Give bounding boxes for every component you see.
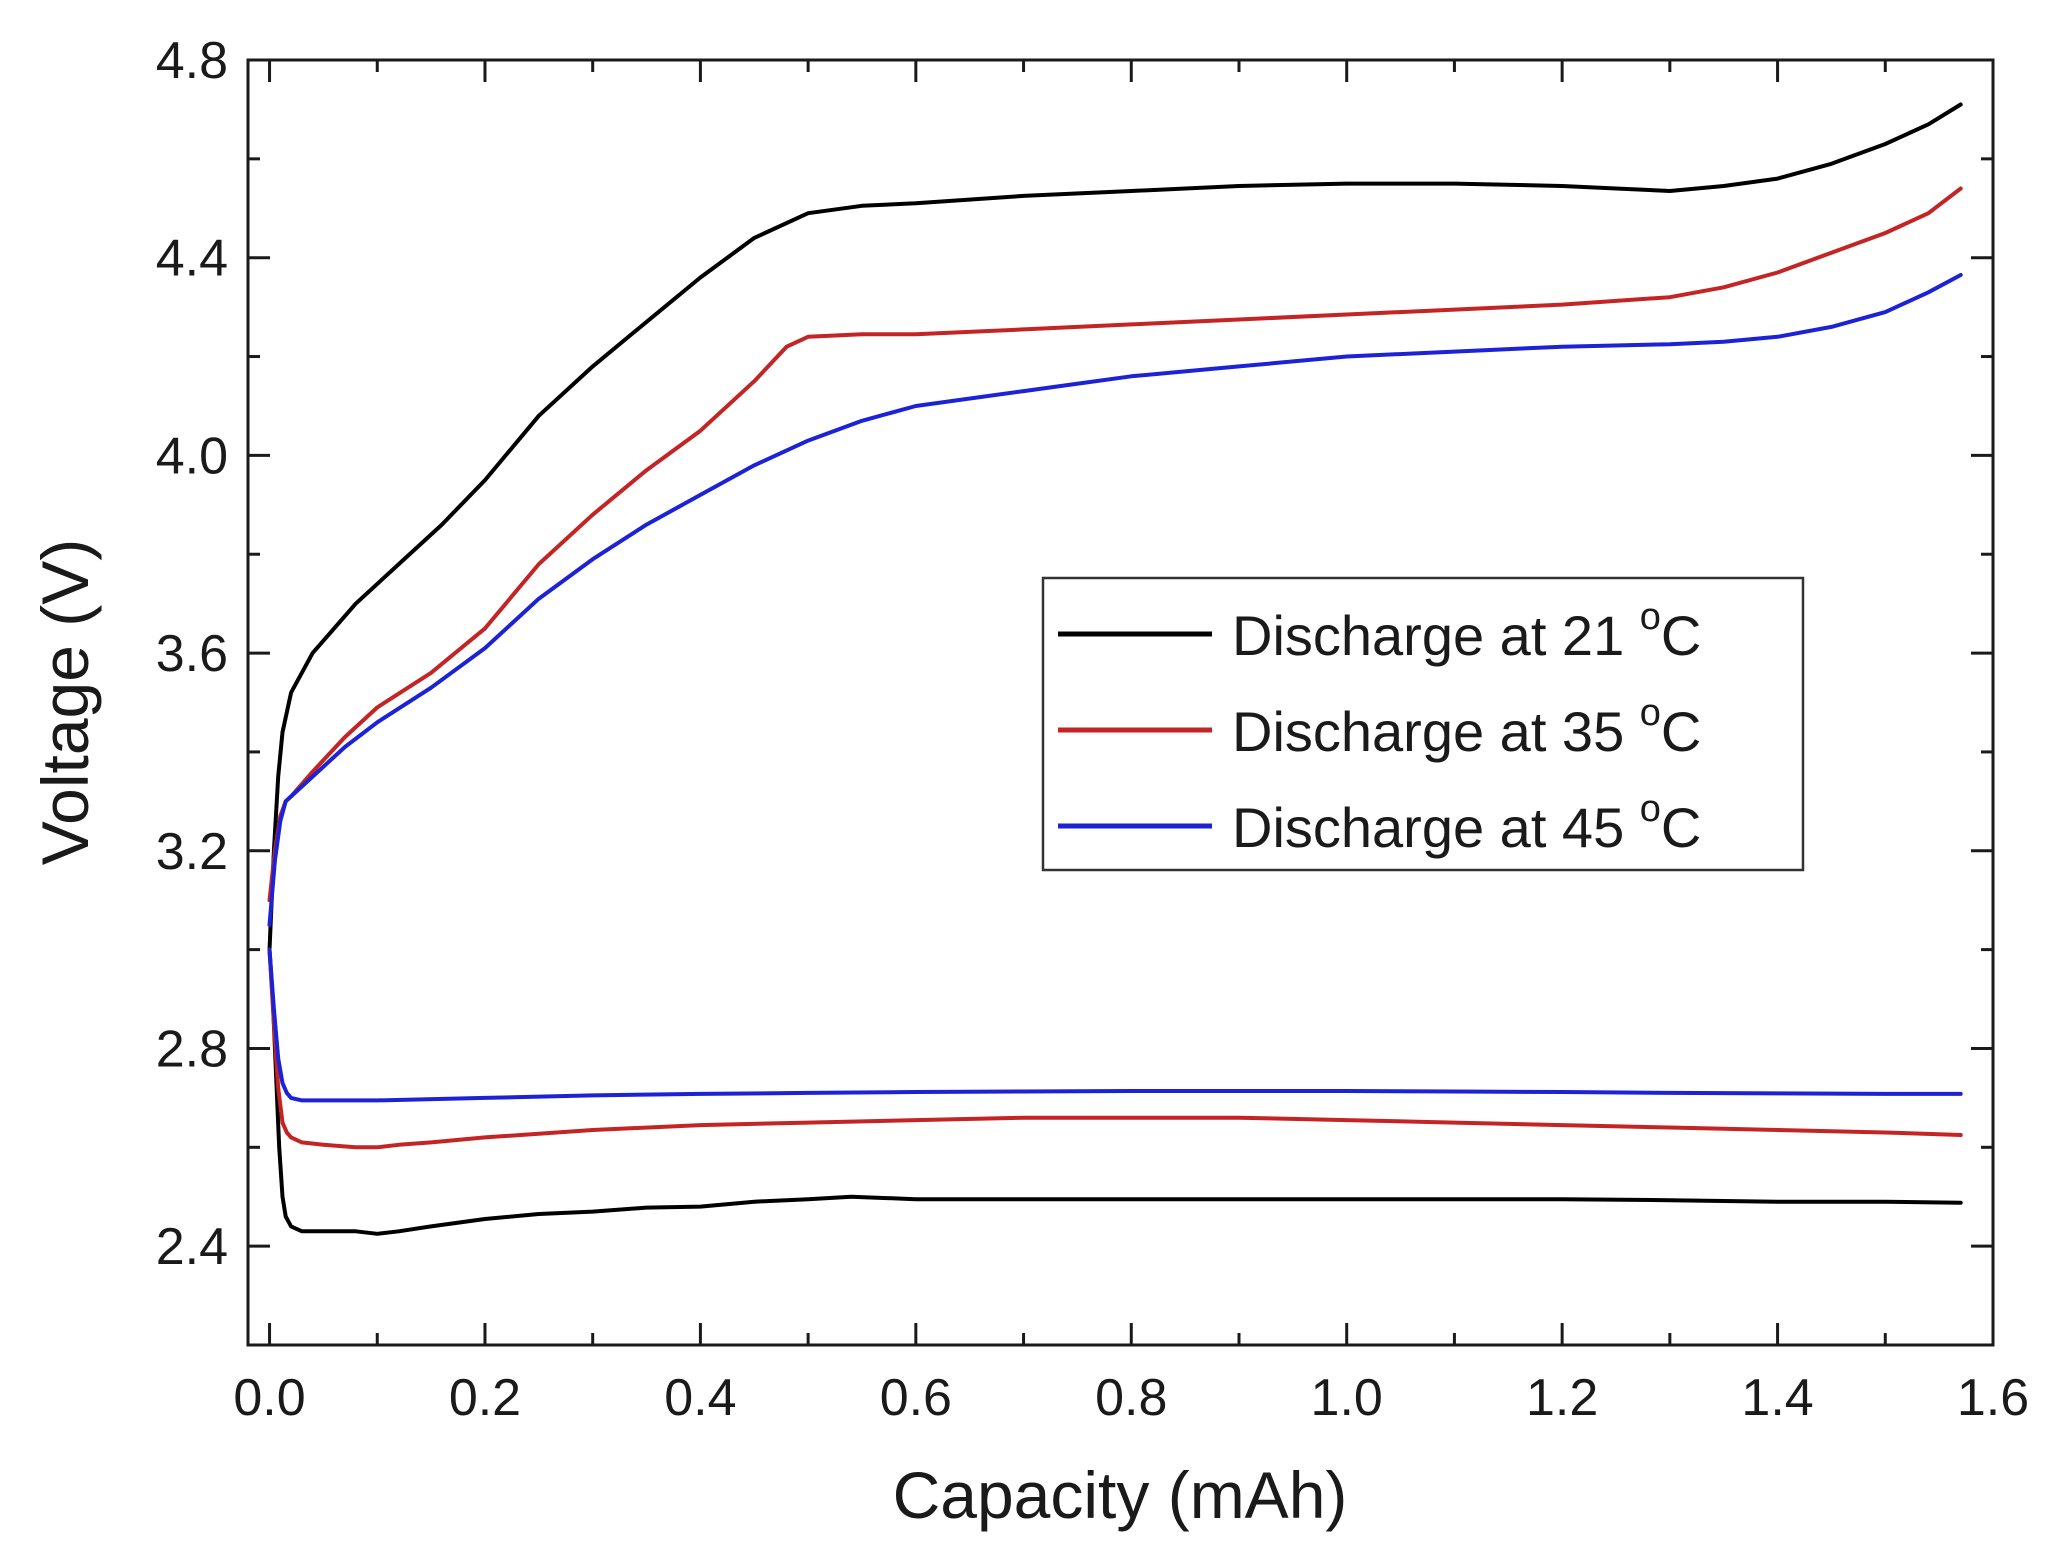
legend-box [1041,576,1805,872]
y-axis-title: Voltage (V) [28,539,102,866]
y-tick-label: 3.6 [156,625,228,683]
plot-frame [246,58,1995,1347]
y-tick-label: 4.8 [156,32,228,90]
x-tick-label: 0.4 [664,1369,736,1427]
x-tick-label: 0.8 [1095,1369,1167,1427]
legend-label-3: Discharge at 45 oC [1232,788,1701,859]
y-tick-label: 2.4 [156,1218,228,1276]
series-2-charge-line [267,186,1963,903]
y-tick-label: 2.8 [156,1020,228,1078]
legend-label-1: Discharge at 21 oC [1232,596,1701,667]
series-layer [267,102,1963,1236]
y-tick-label: 3.2 [156,823,228,881]
y-tick-label: 4.0 [156,427,228,485]
x-tick-label: 1.6 [1957,1369,2029,1427]
ticks-layer [248,58,1995,1345]
tick-labels-layer: 0.0 0.2 0.4 0.6 0.8 1.0 1.2 1.4 1.6 2.4 2.8 3.2 3.6 4… [156,32,2029,1427]
series-3-charge-line [267,273,1963,927]
x-tick-label: 1.0 [1311,1369,1383,1427]
x-tick-label: 1.4 [1741,1369,1813,1427]
legend: Discharge at 21 oC Discharge at 35 oC Disc… [1041,576,1805,872]
legend-label-2: Discharge at 35 oC [1232,692,1701,763]
series-1-discharge-line [267,947,1963,1236]
x-tick-label: 0.6 [880,1369,952,1427]
y-tick-label: 4.4 [156,230,228,288]
x-tick-label: 0.0 [233,1369,305,1427]
series-1-charge-line [267,102,1963,952]
x-tick-label: 0.2 [449,1369,521,1427]
x-axis-title: Capacity (mAh) [893,1458,1348,1532]
series-3-discharge-line [267,947,1963,1103]
series-2-discharge-line [267,947,1963,1150]
x-tick-label: 1.2 [1526,1369,1598,1427]
